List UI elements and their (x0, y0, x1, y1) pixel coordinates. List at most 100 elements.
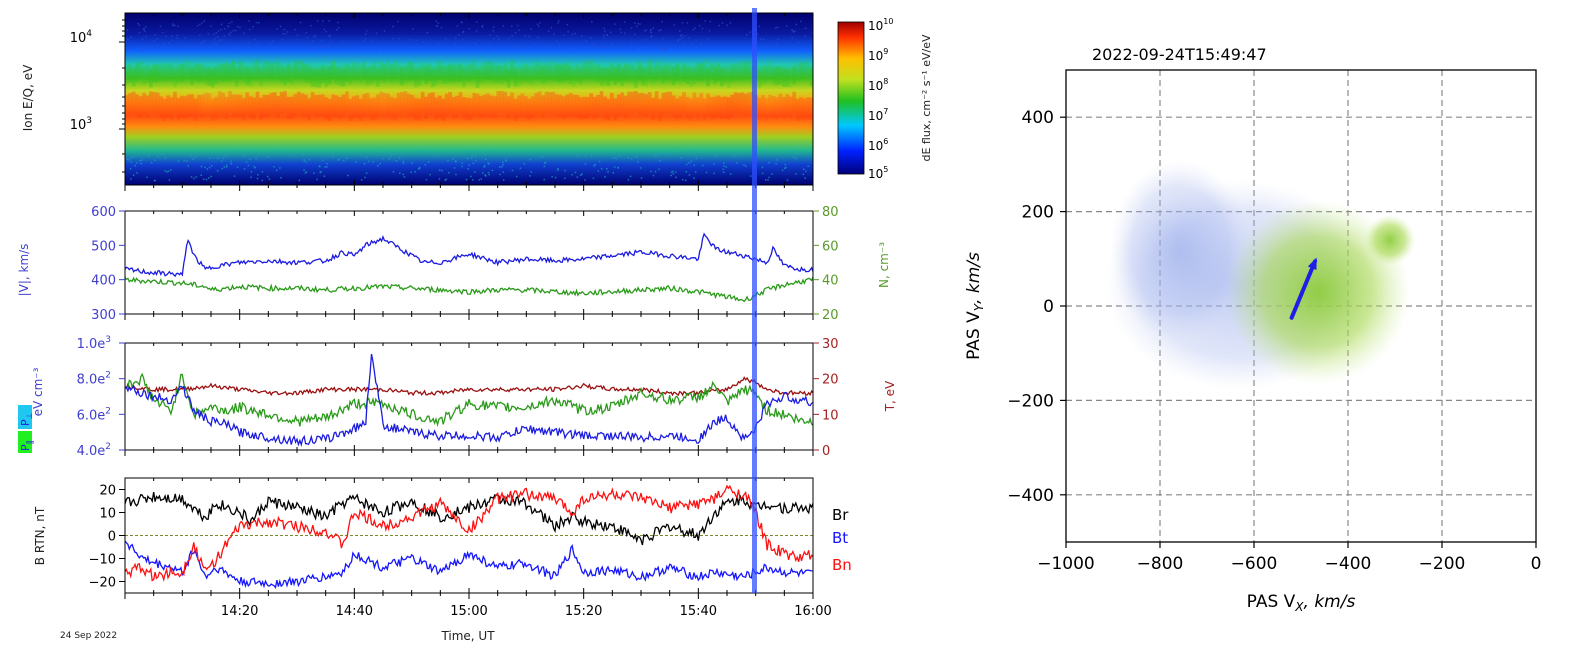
spectrogram-speckle (515, 175, 518, 178)
spectrogram-column-green (355, 63, 360, 82)
spectrogram-ytick-1e4: 104 (70, 29, 93, 46)
spectrogram-speckle (567, 152, 570, 155)
spectrogram-column (145, 95, 150, 118)
spectrogram-speckle (316, 20, 319, 22)
pressure-ylabel: eV cm⁻³ (31, 367, 45, 416)
spectrogram-speckle (311, 47, 314, 49)
spectrogram-column (338, 97, 342, 120)
vdf-panel: 2022-09-24T15:49:47 −1000 −800 −600 −400 −20… (964, 45, 1541, 614)
spectrogram-speckle (692, 29, 695, 31)
spectrogram-speckle (487, 171, 490, 174)
spectrogram-column-green (489, 62, 494, 81)
spectrogram-column (520, 93, 525, 116)
spectrogram-speckle (630, 157, 633, 160)
spectrogram-speckle (468, 150, 470, 153)
spectrogram-speckle (693, 177, 695, 179)
spectrogram-speckle (395, 48, 398, 50)
spectrogram-speckle (467, 157, 469, 160)
spectrogram-speckle (243, 168, 246, 170)
spectrogram-column-green (290, 66, 294, 85)
time-axis-label: Time, UT (440, 629, 495, 643)
spectrogram-speckle (207, 32, 209, 35)
spectrogram-speckle (214, 38, 216, 40)
spectrogram-column-green (479, 65, 483, 84)
spectrogram-column (155, 92, 160, 115)
spectrogram-speckle (794, 30, 796, 32)
spectrogram-column-green (193, 63, 198, 82)
spectrogram-column-green (200, 64, 205, 83)
spectrogram-speckle (223, 28, 226, 30)
spectrogram-column (345, 91, 349, 114)
spectrogram-column-green (417, 68, 421, 87)
spectrogram-column-green (403, 65, 408, 84)
spectrogram-speckle (551, 176, 553, 178)
spectrogram-speckle (557, 168, 559, 170)
spectrogram-speckle (415, 39, 417, 41)
spectrogram-speckle (410, 171, 412, 173)
spectrogram-speckle (150, 49, 153, 51)
spectrogram-speckle (640, 177, 643, 179)
spectrogram-column-green (345, 63, 349, 82)
spectrogram-speckle (254, 38, 256, 41)
spectrogram-speckle (377, 165, 379, 167)
colorbar-tick-5: 105 (868, 165, 888, 181)
spectrogram-speckle (368, 160, 370, 163)
spectrogram-speckle (270, 43, 272, 45)
spectrogram-speckle (295, 39, 297, 41)
spectrogram-column (702, 98, 707, 121)
spectrogram-column-green (503, 63, 507, 82)
spectrogram-column-green (204, 67, 208, 86)
spectrogram-speckle (233, 49, 235, 51)
spectrogram-speckle (425, 178, 428, 181)
spectrogram-speckle (674, 171, 677, 173)
spectrogram-speckle (444, 179, 446, 181)
spectrogram-speckle (313, 172, 315, 174)
spectrogram-speckle (190, 154, 193, 157)
spectrogram-speckle (614, 23, 616, 25)
spectrogram-speckle (206, 168, 208, 170)
spectrogram-speckle (603, 27, 605, 30)
spectrogram-column-green (228, 63, 232, 82)
speed-ytick-label: 500 (91, 239, 116, 254)
spectrogram-speckle (174, 24, 176, 27)
spectrogram-column (138, 96, 143, 119)
spectrogram-speckle (803, 168, 805, 170)
spectrogram-speckle (172, 24, 174, 27)
spectrogram-column (455, 95, 459, 118)
spectrogram-column (637, 92, 642, 115)
spectrogram-speckle (528, 35, 530, 38)
spectrogram-column (503, 91, 507, 114)
vdf-blue-halo-left (1110, 160, 1250, 340)
spectrogram-column (809, 97, 813, 120)
spectrogram-speckle (618, 155, 621, 157)
spectrogram-speckle (677, 151, 679, 154)
spectrogram-column (613, 98, 618, 121)
spectrogram-speckle (196, 25, 199, 27)
spectrogram-column (775, 97, 779, 120)
vdf-xtick-label: −200 (1419, 554, 1466, 574)
spectrogram-speckle (764, 48, 766, 50)
temperature-ytick-label: 10 (822, 408, 839, 423)
spectrogram-speckle (341, 40, 344, 43)
spectrogram-speckle (798, 41, 800, 44)
spectrogram-column (654, 91, 659, 114)
spectrogram-speckle (768, 161, 770, 164)
spectrogram-speckle (234, 29, 237, 32)
spectrogram-speckle (679, 35, 682, 37)
spectrogram-column (682, 92, 686, 115)
spectrogram-speckle (208, 166, 211, 169)
spectrogram-speckle (650, 32, 652, 34)
spectrogram-column (524, 96, 528, 119)
spectrogram-speckle (488, 163, 490, 165)
vdf-xtick-label: −1000 (1037, 554, 1095, 574)
speed-density-frame (124, 210, 814, 315)
spectrogram-speckle (694, 27, 696, 29)
spectrogram-column (568, 93, 573, 116)
spectrogram-speckle (615, 157, 617, 160)
spectrogram-column (685, 97, 690, 120)
spectrogram-speckle (210, 175, 212, 178)
spectrogram-speckle (147, 155, 150, 157)
spectrogram-speckle (769, 42, 771, 45)
spectrogram-column (689, 98, 693, 121)
spectrogram-speckle (153, 179, 156, 182)
